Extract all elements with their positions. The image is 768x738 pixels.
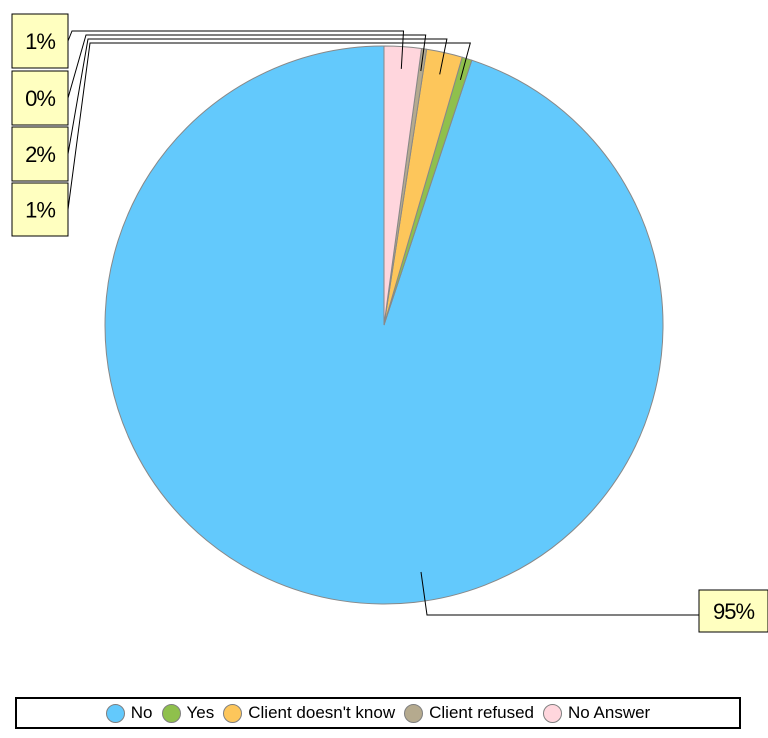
leader-line-no-answer <box>67 30 405 69</box>
legend-label-yes: Yes <box>186 703 215 722</box>
legend-item-no-answer: No Answer <box>543 703 650 723</box>
data-label-text: 2% <box>25 142 55 167</box>
leader-line-client-refused <box>67 34 427 99</box>
legend-swatch-no-answer <box>543 703 563 723</box>
data-label-client-refused: 0% <box>11 70 69 126</box>
legend-label-client-doesn-t-know: Client doesn't know <box>248 703 396 722</box>
chart-legend: No Yes Client doesn't know Client refused No… <box>15 697 741 729</box>
pie-chart-svg: 95% 1% 2% 0% 1% <box>11 13 768 633</box>
leader-line-client-doesn-t-know <box>67 38 448 155</box>
legend-item-client-doesn-t-know: Client doesn't know <box>223 703 395 723</box>
data-label-client-doesn-t-know: 2% <box>11 126 69 182</box>
data-label-no: 95% <box>698 589 768 633</box>
legend-label-client-refused: Client refused <box>429 703 535 722</box>
data-label-yes: 1% <box>11 182 69 237</box>
legend-label-no-answer: No Answer <box>568 703 651 722</box>
leader-line-yes <box>67 42 471 210</box>
data-label-text: 95% <box>713 599 754 624</box>
leader-line-no <box>420 571 699 616</box>
data-label-text: 1% <box>25 198 55 223</box>
legend-swatch-client-refused <box>404 703 424 723</box>
data-label-text: 0% <box>25 86 55 111</box>
legend-swatch-yes <box>161 703 181 723</box>
data-label-box <box>11 70 69 126</box>
data-label-box <box>11 13 69 69</box>
data-label-no-answer: 1% <box>11 13 69 69</box>
data-label-box <box>11 126 69 182</box>
data-label-text: 1% <box>25 29 55 54</box>
data-label-box <box>698 589 768 633</box>
legend-item-yes: Yes <box>161 703 215 723</box>
legend-label-no: No <box>130 703 153 722</box>
legend-item-client-refused: Client refused <box>404 703 534 723</box>
data-label-box <box>11 182 69 237</box>
legend-item-no: No <box>105 703 153 723</box>
legend-swatch-client-doesn-t-know <box>223 703 243 723</box>
legend-swatch-no <box>105 703 125 723</box>
